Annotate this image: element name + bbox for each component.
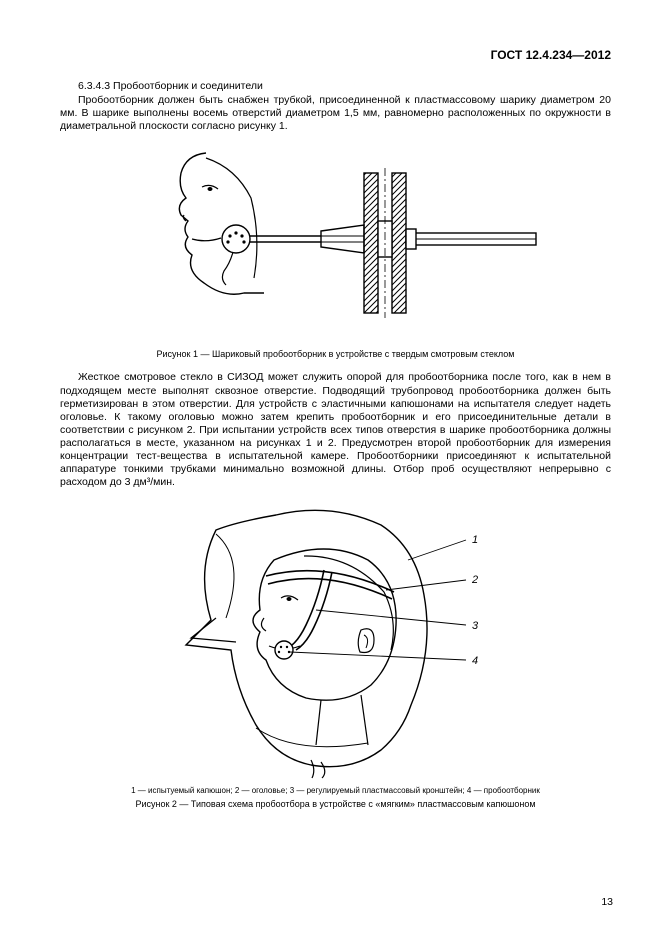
figure-2-label-3: 3 [472, 620, 479, 632]
paragraph-1: Пробоотборник должен быть снабжен трубко… [60, 94, 611, 133]
figure-1-caption: Рисунок 1 — Шариковый пробоотборник в ус… [60, 349, 611, 359]
figure-1 [60, 143, 611, 343]
figure-1-svg [126, 143, 546, 343]
page-number: 13 [601, 896, 613, 908]
figure-2-svg: 1 2 3 4 [156, 500, 516, 780]
page: ГОСТ 12.4.234—2012 6.3.4.3 Пробоотборник… [0, 0, 661, 936]
figure-2-caption: Рисунок 2 — Типовая схема пробоотбора в … [60, 799, 611, 809]
figure-2: 1 2 3 4 [60, 500, 611, 780]
figure-2-label-2: 2 [471, 574, 478, 586]
paragraph-2: Жесткое смотровое стекло в СИЗОД может с… [60, 371, 611, 489]
figure-2-label-1: 1 [472, 534, 478, 546]
figure-2-label-4: 4 [472, 655, 478, 667]
standard-header: ГОСТ 12.4.234—2012 [60, 48, 611, 62]
section-number-title: 6.3.4.3 Пробоотборник и соединители [60, 80, 611, 92]
figure-2-legend: 1 — испытуемый капюшон; 2 — оголовье; 3 … [60, 786, 611, 795]
